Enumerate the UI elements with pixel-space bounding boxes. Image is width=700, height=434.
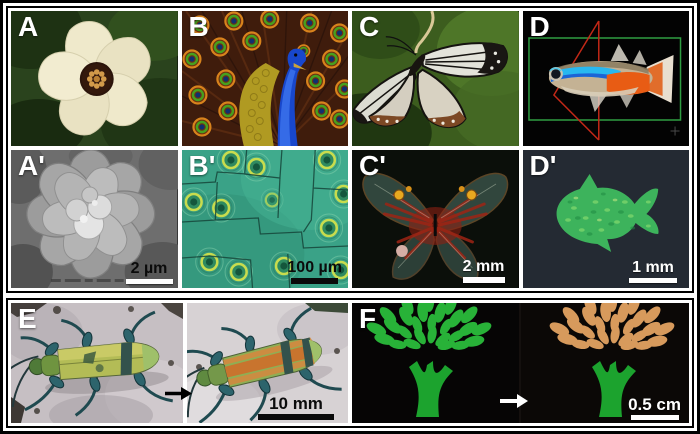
panel-label-d: D [529,11,550,42]
panel-label-a: A [18,11,39,42]
scale-bar-line [630,415,679,420]
panel-label-b-prime: B' [188,150,216,181]
ring-film-illustration [181,150,348,288]
scale-bar-e: 10 mm [258,395,334,420]
scale-text: 2 mm [462,258,505,275]
green-box-outline [527,37,681,121]
panel-c-butterfly: C [352,11,519,146]
scale-bar-d-prime: 1 mm [629,260,677,283]
panel-label-d-prime: D' [529,150,557,181]
flower-photo-illustration [11,11,178,146]
panel-a-flower: A [11,11,178,146]
panel-c-prime-replica: C' 2 mm [352,150,519,288]
panel-f-trees: F 0.5 cm [352,303,689,423]
beetle-before-photo [11,303,183,423]
applications-block: E 10 mm [6,298,694,428]
beetle-orange-illustration [187,303,348,423]
panel-e-beetles: E 10 mm [11,303,348,423]
natural-and-replica-block: A [6,6,694,293]
fish-photo-illustration [522,11,689,146]
twig [414,11,435,54]
scale-bar-line [462,277,505,283]
panel-label-a-prime: A' [18,150,45,181]
panel-b-prime-film: B' 100 µm [181,150,348,288]
scale-bar-c-prime: 2 mm [462,258,505,283]
panel-b-peacock: B [181,11,348,146]
scale-text: 10 mm [269,394,323,413]
butterfly-photo-illustration [352,11,519,146]
panel-label-c: C [359,11,380,42]
neon-tetra [548,44,674,112]
black-arrow-icon [165,387,192,400]
green-tree [366,303,492,417]
scale-bar-line [629,278,677,283]
panel-label-b: B [188,11,209,42]
scale-text: 100 µm [287,259,342,276]
peacock-photo-illustration [181,11,348,146]
butterfly-replica-illustration [352,150,519,288]
panel-label-c-prime: C' [359,150,386,181]
scale-text: 0.5 cm [628,395,681,414]
orange-beetle [187,306,342,423]
butterfly-body-group [352,36,508,129]
scale-bar-f: 0.5 cm [628,396,681,420]
fish-pattern-illustration [522,150,689,288]
sem-illustration [11,150,178,288]
replica-butterfly [362,172,509,280]
green-fish-shape [556,174,659,252]
scale-bar-line [125,279,173,284]
scale-bar-line [258,414,334,420]
panel-label-e: E [18,303,37,334]
scale-bar-line [291,278,339,284]
scale-bar-b-prime: 100 µm [287,260,342,284]
beetle-green-illustration [11,303,183,423]
sem-metadata-strip [50,279,124,282]
panel-a-prime-sem: A' 2 µm [11,150,178,288]
scale-bar-a-prime: 2 µm [125,260,173,284]
microflower-cluster [26,150,156,279]
panel-d-fish: D [522,11,689,146]
beetle-after-photo [187,303,348,423]
panel-label-f: F [359,303,377,334]
white-arrow-icon [500,394,528,408]
scale-text: 2 µm [130,260,168,277]
panel-d-prime-pattern: D' 1 mm [522,150,689,288]
crack-lines [181,150,348,288]
scale-text: 1 mm [632,259,674,276]
orange-tree [549,303,675,417]
green-beetle [11,310,174,417]
